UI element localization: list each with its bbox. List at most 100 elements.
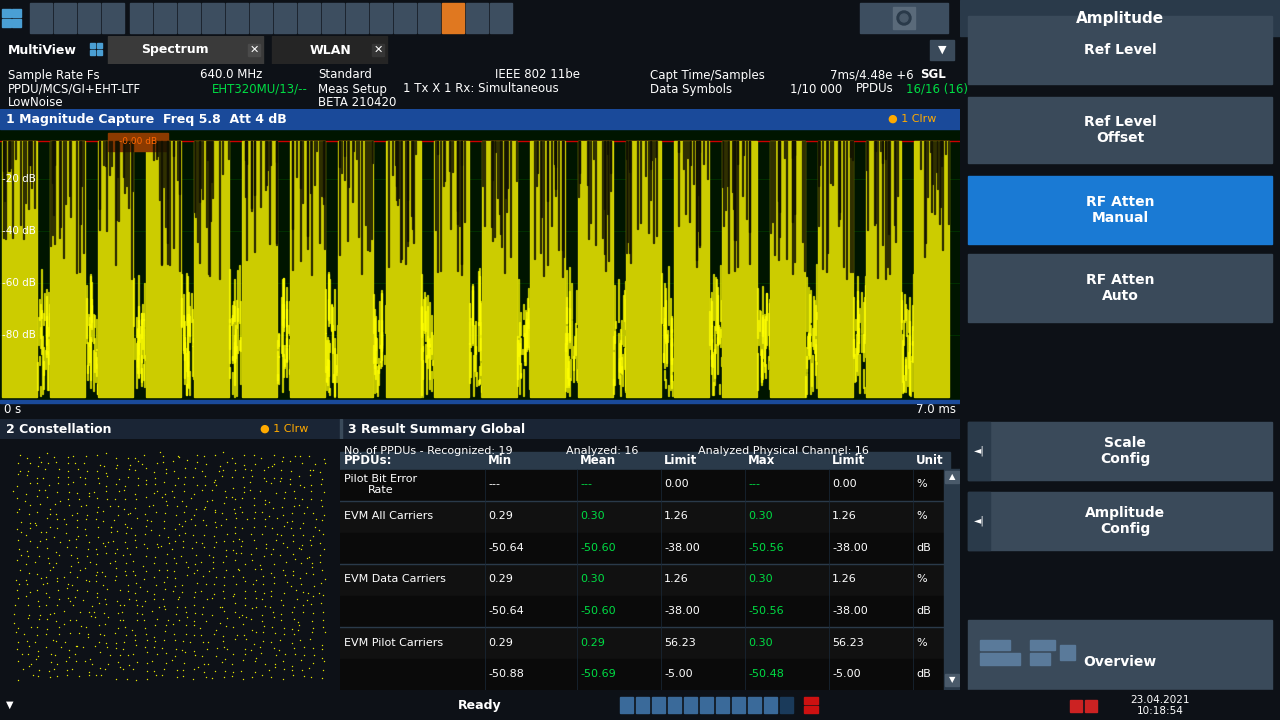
Point bbox=[169, 451, 189, 463]
Point bbox=[136, 491, 156, 503]
Point bbox=[223, 570, 243, 581]
Text: EHT320MU/13/--: EHT320MU/13/-- bbox=[212, 83, 308, 96]
Point bbox=[154, 600, 174, 612]
Point bbox=[93, 461, 114, 472]
Point bbox=[20, 499, 41, 510]
Point bbox=[156, 572, 177, 583]
Point bbox=[104, 514, 124, 526]
Point bbox=[183, 663, 204, 675]
Point bbox=[233, 673, 253, 685]
Point bbox=[261, 460, 282, 472]
Point bbox=[54, 618, 74, 630]
Point bbox=[282, 664, 302, 675]
Point bbox=[302, 590, 323, 602]
Point bbox=[114, 600, 134, 611]
Text: IEEE 802 11be: IEEE 802 11be bbox=[495, 68, 580, 81]
Point bbox=[175, 462, 196, 474]
Point bbox=[168, 529, 188, 541]
Point bbox=[65, 654, 86, 666]
Point bbox=[236, 633, 256, 644]
Point bbox=[265, 658, 285, 670]
Point bbox=[77, 509, 97, 521]
Point bbox=[78, 576, 99, 588]
Point bbox=[124, 629, 145, 640]
Point bbox=[244, 492, 265, 504]
Point bbox=[155, 488, 175, 500]
Point bbox=[205, 449, 225, 461]
Text: ▼: ▼ bbox=[6, 700, 14, 710]
Point bbox=[86, 543, 106, 554]
Point bbox=[15, 575, 36, 586]
Point bbox=[310, 557, 330, 568]
Point bbox=[37, 613, 58, 625]
Point bbox=[152, 642, 173, 653]
Point bbox=[123, 649, 143, 660]
Point bbox=[70, 620, 91, 631]
Text: -50.60: -50.60 bbox=[580, 606, 616, 616]
Point bbox=[169, 518, 189, 530]
Point bbox=[115, 536, 136, 547]
Point bbox=[242, 554, 262, 566]
Point bbox=[108, 608, 128, 619]
Point bbox=[297, 501, 317, 513]
Point bbox=[76, 655, 96, 667]
Text: Mean: Mean bbox=[580, 454, 616, 467]
Point bbox=[18, 648, 38, 660]
Point bbox=[47, 670, 68, 682]
Point bbox=[241, 549, 261, 560]
Point bbox=[118, 508, 138, 520]
Point bbox=[133, 449, 154, 461]
Bar bbox=[700, 697, 713, 713]
Point bbox=[56, 541, 77, 553]
Text: PPDUs:: PPDUs: bbox=[344, 454, 393, 467]
Bar bbox=[394, 3, 416, 33]
Point bbox=[264, 572, 284, 583]
Bar bbox=[968, 492, 1272, 550]
Point bbox=[137, 647, 157, 658]
Point bbox=[105, 555, 125, 567]
Point bbox=[78, 628, 99, 639]
Point bbox=[246, 626, 266, 638]
Point bbox=[200, 549, 220, 561]
Point bbox=[292, 558, 312, 570]
Point bbox=[69, 606, 90, 618]
Point bbox=[10, 465, 31, 477]
Point bbox=[46, 658, 67, 670]
Point bbox=[261, 672, 282, 683]
Point bbox=[246, 593, 266, 604]
Point bbox=[253, 621, 274, 632]
Bar bbox=[980, 640, 1010, 650]
Text: 0.30: 0.30 bbox=[748, 637, 773, 647]
Point bbox=[105, 479, 125, 490]
Point bbox=[192, 537, 212, 549]
Point bbox=[225, 508, 246, 519]
Point bbox=[110, 614, 131, 626]
Point bbox=[67, 640, 87, 652]
Point bbox=[115, 493, 136, 505]
Point bbox=[184, 586, 205, 598]
Point bbox=[27, 585, 47, 596]
Point bbox=[40, 671, 60, 683]
Bar bbox=[771, 141, 805, 397]
Point bbox=[255, 476, 275, 487]
Point bbox=[253, 570, 274, 582]
Point bbox=[118, 649, 138, 661]
Point bbox=[118, 579, 138, 590]
Point bbox=[118, 471, 138, 482]
Text: 0.30: 0.30 bbox=[580, 511, 604, 521]
Point bbox=[241, 528, 261, 539]
Point bbox=[113, 614, 133, 626]
Point bbox=[36, 571, 56, 582]
Bar bbox=[968, 422, 1272, 480]
Point bbox=[114, 565, 134, 577]
Point bbox=[58, 478, 78, 490]
Text: SGL: SGL bbox=[920, 68, 946, 81]
Point bbox=[47, 584, 68, 595]
Text: 2 Constellation: 2 Constellation bbox=[6, 423, 111, 436]
Bar bbox=[340, 469, 945, 500]
Point bbox=[113, 643, 133, 654]
Point bbox=[166, 500, 187, 512]
Point bbox=[76, 500, 96, 511]
Point bbox=[37, 542, 58, 554]
Bar bbox=[1070, 700, 1082, 712]
